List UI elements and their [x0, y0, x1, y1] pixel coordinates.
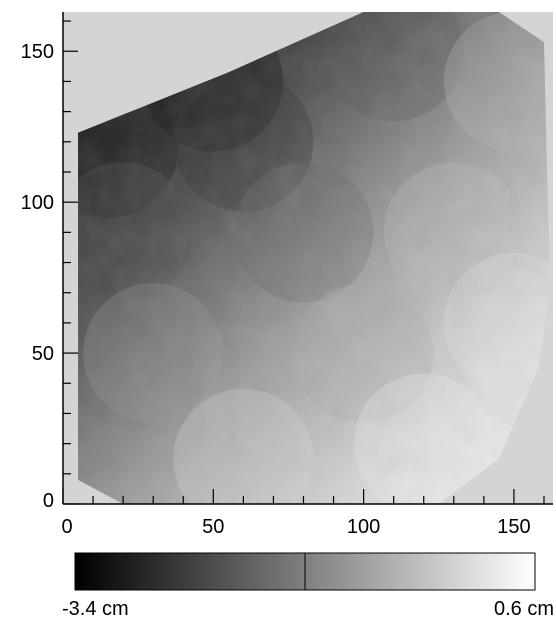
x-tick-label: 0 [61, 516, 72, 538]
plot-frame [62, 12, 553, 505]
y-axis: 0 50 100 150 [21, 20, 78, 512]
colorbar-max-label: 0.6 cm [493, 598, 554, 620]
y-tick-label: 150 [21, 41, 54, 63]
x-tick-label: 50 [202, 516, 224, 538]
x-axis: 0 50 100 150 [61, 489, 545, 538]
x-tick-label: 150 [497, 516, 530, 538]
colorbar-min-label: -3.4 cm [62, 598, 129, 620]
y-tick-label: 100 [21, 192, 54, 214]
y-tick-label: 50 [32, 343, 54, 365]
y-tick-label: 0 [43, 490, 54, 512]
x-tick-label: 100 [347, 516, 380, 538]
depth-texture [78, 12, 550, 504]
